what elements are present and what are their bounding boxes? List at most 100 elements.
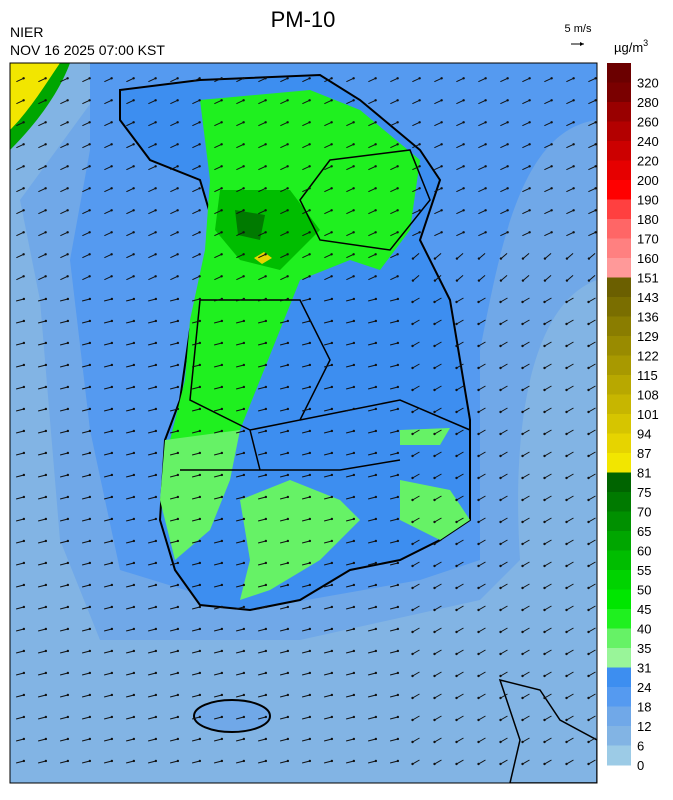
wind-arrow xyxy=(258,209,266,215)
wind-arrow xyxy=(236,386,244,390)
wind-arrow xyxy=(478,583,486,589)
wind-arrow xyxy=(368,628,376,632)
wind-arrowhead xyxy=(110,187,113,190)
wind-arrowhead xyxy=(521,366,524,370)
wind-arrow xyxy=(126,694,134,698)
wind-arrow xyxy=(258,275,266,281)
wind-arrowhead xyxy=(308,385,312,389)
wind-arrowhead xyxy=(198,451,202,455)
wind-arrow xyxy=(148,320,156,324)
wind-arrowhead xyxy=(88,451,92,455)
wind-arrowhead xyxy=(132,341,136,345)
wind-arrowhead xyxy=(242,605,246,609)
wind-arrow xyxy=(544,451,552,457)
wind-arrowhead xyxy=(477,652,480,656)
wind-arrow xyxy=(522,407,530,413)
wind-arrowhead xyxy=(44,297,48,301)
wind-arrow xyxy=(412,385,420,391)
wind-arrow xyxy=(478,297,486,303)
wind-arrowhead xyxy=(110,209,113,212)
wind-arrowhead xyxy=(330,693,334,697)
wind-arrowhead xyxy=(308,583,312,587)
wind-arrow xyxy=(214,99,222,105)
wind-arrowhead xyxy=(154,693,158,697)
wind-arrowhead xyxy=(110,275,113,278)
wind-arrow xyxy=(478,121,486,127)
wind-arrow xyxy=(544,253,552,259)
wind-arrow xyxy=(544,385,552,391)
wind-arrowhead xyxy=(286,583,290,587)
wind-arrowhead xyxy=(198,363,202,367)
wind-arrow xyxy=(522,759,530,765)
wind-arrow xyxy=(192,386,200,390)
wind-arrowhead xyxy=(594,121,597,124)
wind-arrow xyxy=(522,209,530,215)
wind-arrowhead xyxy=(396,143,399,146)
wind-arrow xyxy=(588,407,596,413)
wind-arrow xyxy=(302,187,310,193)
wind-arrowhead xyxy=(154,209,157,212)
wind-arrow xyxy=(500,539,508,545)
wind-arrowhead xyxy=(154,231,157,234)
wind-arrow xyxy=(82,77,90,83)
wind-arrow xyxy=(236,452,244,456)
wind-arrowhead xyxy=(506,77,509,80)
wind-arrowhead xyxy=(44,605,48,609)
wind-arrowhead xyxy=(44,649,48,653)
wind-arrowhead xyxy=(352,297,356,301)
wind-arrowhead xyxy=(587,652,590,656)
wind-arrow xyxy=(192,496,200,500)
wind-arrow xyxy=(368,650,376,654)
wind-arrow xyxy=(500,319,508,325)
wind-arrowhead xyxy=(132,605,136,609)
wind-arrow xyxy=(82,694,90,698)
wind-arrow xyxy=(588,253,596,259)
wind-arrowhead xyxy=(242,187,245,190)
wind-arrow xyxy=(214,672,222,676)
wind-arrowhead xyxy=(521,388,524,392)
wind-arrow xyxy=(412,649,420,655)
wind-arrowhead xyxy=(154,385,158,389)
wind-arrowhead xyxy=(477,322,480,326)
colorbar-segment xyxy=(607,570,631,590)
wind-arrowhead xyxy=(286,275,289,278)
wind-arrow xyxy=(126,275,134,281)
wind-arrowhead xyxy=(433,257,437,260)
wind-arrowhead xyxy=(565,762,568,766)
wind-arrow xyxy=(390,408,398,412)
wind-arrow xyxy=(38,474,46,478)
wind-arrowhead xyxy=(132,121,135,124)
wind-arrowhead xyxy=(44,319,48,323)
wind-arrow xyxy=(324,694,332,698)
wind-arrow xyxy=(434,517,442,523)
wind-arrow xyxy=(60,694,68,698)
wind-arrow xyxy=(170,77,178,83)
wind-arrowhead xyxy=(565,608,568,612)
wind-arrow xyxy=(522,341,530,347)
wind-arrow xyxy=(192,408,200,412)
wind-arrow xyxy=(170,187,178,193)
wind-arrow xyxy=(368,738,376,742)
wind-arrow xyxy=(324,562,332,566)
wind-arrowhead xyxy=(594,143,597,146)
wind-arrowhead xyxy=(22,121,25,124)
colorbar-label: 151 xyxy=(637,271,659,286)
wind-arrowhead xyxy=(22,187,25,190)
wind-arrow xyxy=(566,605,574,611)
wind-arrow xyxy=(544,495,552,501)
wind-arrowhead xyxy=(572,99,575,102)
wind-arrow xyxy=(192,650,200,654)
wind-arrow xyxy=(82,165,90,171)
wind-arrow xyxy=(434,143,442,149)
wind-arrow xyxy=(544,187,552,193)
wind-arrowhead xyxy=(220,297,224,301)
wind-arrowhead xyxy=(411,542,414,546)
wind-arrow xyxy=(192,518,200,522)
wind-arrow xyxy=(126,628,134,632)
wind-arrow xyxy=(588,231,596,237)
wind-arrow xyxy=(236,738,244,742)
wind-arrowhead xyxy=(594,209,597,212)
wind-arrowhead xyxy=(506,121,509,124)
wind-arrow xyxy=(500,275,508,281)
wind-arrow xyxy=(60,364,68,368)
